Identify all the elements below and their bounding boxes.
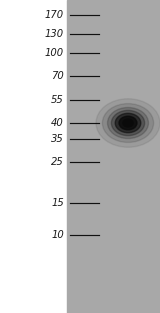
Text: 170: 170 [45,10,64,20]
Ellipse shape [115,113,141,133]
Text: 15: 15 [51,198,64,208]
Text: 10: 10 [51,230,64,240]
Text: 40: 40 [51,118,64,128]
Ellipse shape [111,110,145,136]
Bar [0,0,67,313]
Ellipse shape [123,119,133,127]
Ellipse shape [119,116,137,130]
Ellipse shape [96,99,160,147]
Text: 55: 55 [51,95,64,105]
Text: 25: 25 [51,157,64,167]
Text: 130: 130 [45,29,64,39]
Bar [67,0,160,313]
Ellipse shape [102,104,154,142]
Text: 70: 70 [51,71,64,81]
Text: 100: 100 [45,48,64,58]
Ellipse shape [108,107,148,139]
Text: 35: 35 [51,134,64,144]
